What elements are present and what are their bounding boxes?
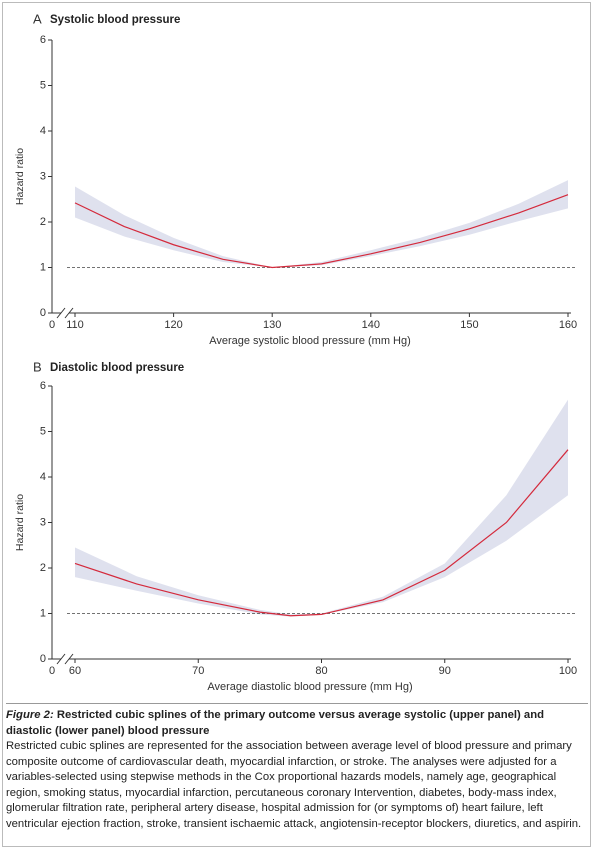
x-tick-label: 150 [460, 319, 478, 331]
x-tick-label: 140 [362, 319, 380, 331]
x-tick-label: 110 [66, 319, 84, 331]
confidence-band [75, 180, 568, 268]
caption: Figure 2: Restricted cubic splines of th… [6, 703, 588, 832]
y-tick-label: 2 [40, 562, 46, 574]
y-tick-label: 3 [40, 170, 46, 182]
x-tick-label: 80 [315, 665, 327, 677]
axis-break [56, 307, 66, 319]
x-tick-label: 70 [192, 665, 204, 677]
y-tick-label: 6 [40, 34, 46, 46]
x-tick-label: 90 [439, 665, 451, 677]
chart-title: Systolic blood pressure [50, 14, 180, 26]
y-tick-label: 6 [40, 380, 46, 392]
chart-title: Diastolic blood pressure [50, 362, 184, 374]
x-axis-label: Average diastolic blood pressure (mm Hg) [207, 681, 412, 693]
x-tick-label: 60 [69, 665, 81, 677]
y-tick-label: 4 [40, 125, 46, 137]
y-tick-label: 2 [40, 216, 46, 228]
panel-label: A [33, 11, 42, 26]
x-origin-label: 0 [49, 665, 55, 677]
panel-label: B [33, 359, 42, 374]
x-tick-label: 160 [559, 319, 577, 331]
y-tick-label: 3 [40, 516, 46, 528]
y-tick-label: 5 [40, 79, 46, 91]
confidence-band [75, 399, 568, 617]
y-axis-label: Hazard ratio [14, 494, 26, 551]
x-tick-label: 120 [164, 319, 182, 331]
y-tick-label: 1 [40, 607, 46, 619]
y-tick-label: 4 [40, 471, 46, 483]
x-axis-label: Average systolic blood pressure (mm Hg) [209, 335, 411, 347]
chart: A Systolic blood pressure Hazard ratio Aver… [14, 11, 577, 693]
axis-break [64, 653, 74, 665]
line [74, 194, 569, 269]
x-origin-label: 0 [49, 319, 55, 331]
y-tick-label: 1 [40, 261, 46, 273]
caption-title: Restricted cubic splines of the primary … [6, 709, 545, 737]
axis-break [56, 653, 66, 665]
caption-label: Figure 2: [6, 709, 54, 721]
y-tick-label: 0 [40, 307, 46, 319]
line [74, 449, 569, 617]
y-tick-label: 0 [40, 653, 46, 665]
y-axis-label: Hazard ratio [14, 148, 26, 205]
x-tick-label: 100 [559, 665, 577, 677]
x-tick-label: 130 [263, 319, 281, 331]
caption-body: Restricted cubic splines are represented… [6, 740, 582, 830]
y-tick-label: 5 [40, 425, 46, 437]
caption-heading: Figure 2: Restricted cubic splines of th… [6, 708, 588, 739]
axis-break [64, 307, 74, 319]
